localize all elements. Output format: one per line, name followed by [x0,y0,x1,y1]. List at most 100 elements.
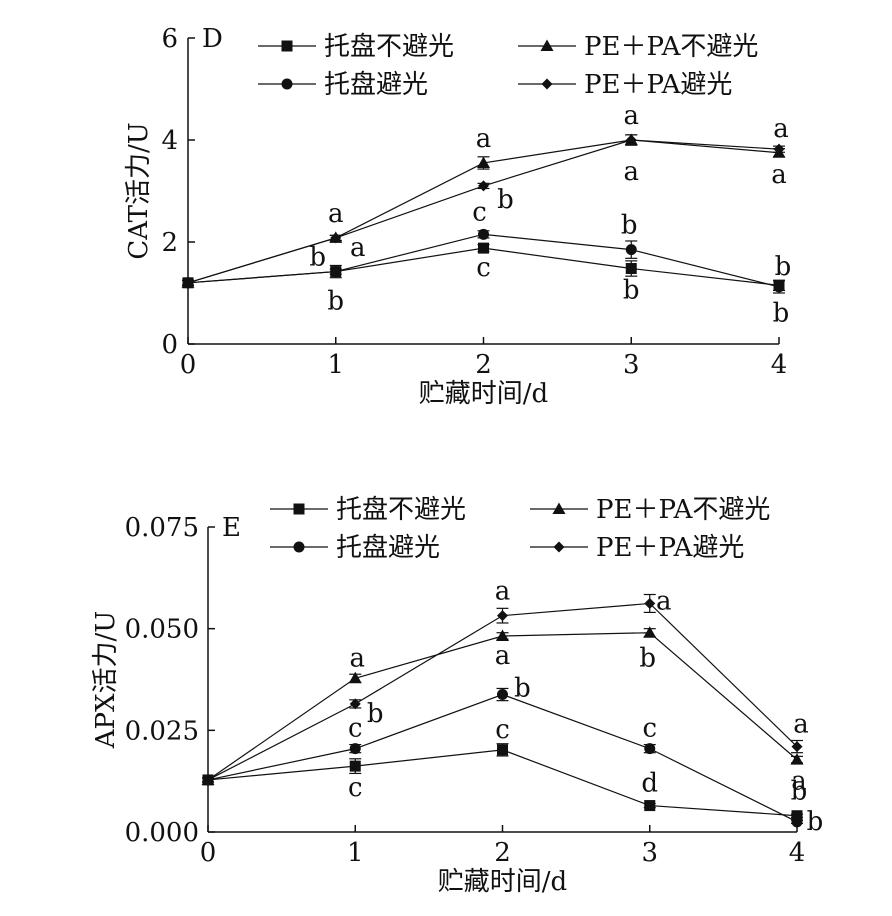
data-point-marker [773,281,785,293]
chart-panel-e: 0.000 0.025 0.050 0.075 0 1 2 3 4 E 贮藏时间/d APX活力/U c… [91,495,823,897]
legend-label: 托盘避光 [336,533,440,563]
legend-marker-diamond [553,541,565,553]
y-tick-label: 6 [161,24,178,54]
data-point-marker [349,698,361,710]
data-point-marker [497,744,508,756]
data-point-marker [644,743,656,755]
significance-label: a [476,124,492,154]
y-tick-label: 2 [161,228,178,258]
significance-label: c [348,714,363,744]
x-tick-label: 4 [789,838,806,868]
data-point-marker [625,244,637,256]
legend-marker-diamond [541,78,553,90]
significance-label: c [348,773,363,803]
significance-label: a [791,767,807,797]
x-tick-label: 2 [494,838,511,868]
legend-marker-triangle [552,502,566,514]
significance-label: a [656,586,672,616]
y-tick-label: 0.025 [125,716,199,746]
legend-label: 托盘不避光 [336,495,466,525]
significance-label: b [791,777,808,807]
x-axis-title: 贮藏时间/d [419,379,548,409]
significance-label: b [367,699,384,729]
significance-label: a [623,101,639,131]
data-point-marker [202,774,214,786]
series-line [207,693,798,823]
data-point-marker [773,143,785,155]
y-tick-label: 0.000 [125,818,199,848]
data-point-marker [330,232,342,244]
significance-label: a [793,710,809,740]
y-tick-label: 0 [161,330,178,360]
data-point-marker [330,266,342,278]
significance-label: a [350,233,366,263]
legend-marker-triangle [540,39,554,51]
legend-marker-square [293,503,305,515]
x-tick-label: 3 [623,350,640,380]
legend-label: PE＋PA不避光 [596,495,770,525]
data-point-marker [349,743,361,755]
series-line [207,749,798,817]
legend-marker-circle [281,78,293,90]
data-point-marker [182,277,194,289]
x-tick-label: 1 [347,838,364,868]
significance-label: a [773,114,789,144]
y-tick-label: 4 [161,126,178,156]
y-tick-label: 0.075 [125,513,199,543]
data-point-marker [791,810,803,822]
legend-label: PE＋PA避光 [584,70,732,100]
data-point-marker [349,760,361,772]
data-point-marker [478,180,489,192]
data-point-marker [497,689,508,701]
x-tick-label: 2 [475,350,492,380]
significance-label: b [639,644,656,674]
significance-label: c [476,253,491,283]
data-point-marker [478,228,489,240]
x-tick-label: 0 [180,350,197,380]
significance-label: a [771,160,787,190]
x-axis-title: 贮藏时间/d [438,867,567,897]
significance-label: b [621,211,638,241]
data-point-marker [348,671,362,684]
data-point-marker [625,263,637,275]
data-point-marker [791,741,803,753]
data-point-marker [643,626,657,638]
legend-marker-square [281,40,293,52]
data-point-marker [644,800,656,812]
significance-label: a [349,643,365,673]
x-tick-label: 1 [327,350,344,380]
significance-label: a [328,199,344,229]
data-point-marker [791,816,803,828]
legend-label: 托盘不避光 [324,32,454,62]
significance-label: b [327,287,344,317]
significance-label: b [773,298,790,328]
significance-label: a [495,641,511,671]
significance-label: a [495,577,511,607]
data-point-marker [497,610,508,622]
data-point-marker [477,156,490,168]
legend-label: PE＋PA避光 [596,533,744,563]
significance-label: c [495,715,510,745]
significance-label: c [642,714,657,744]
data-point-marker [496,629,509,641]
significance-label: b [497,185,514,215]
y-axis-title: APX活力/U [91,611,121,749]
significance-label: b [623,276,640,306]
significance-label: d [641,769,658,799]
significance-label: b [775,252,792,282]
panel-label: D [202,24,223,54]
x-tick-label: 3 [641,838,658,868]
series-square: b cbb [182,243,790,328]
y-axis-title: CAT活力/U [124,122,154,259]
legend-label: PE＋PA不避光 [584,32,758,62]
series-diamond: aba a [182,134,787,289]
significance-label: a [623,157,639,187]
legend-marker-circle [293,541,305,553]
series-triangle: a a ba [201,626,807,797]
panel-label: E [222,513,241,543]
